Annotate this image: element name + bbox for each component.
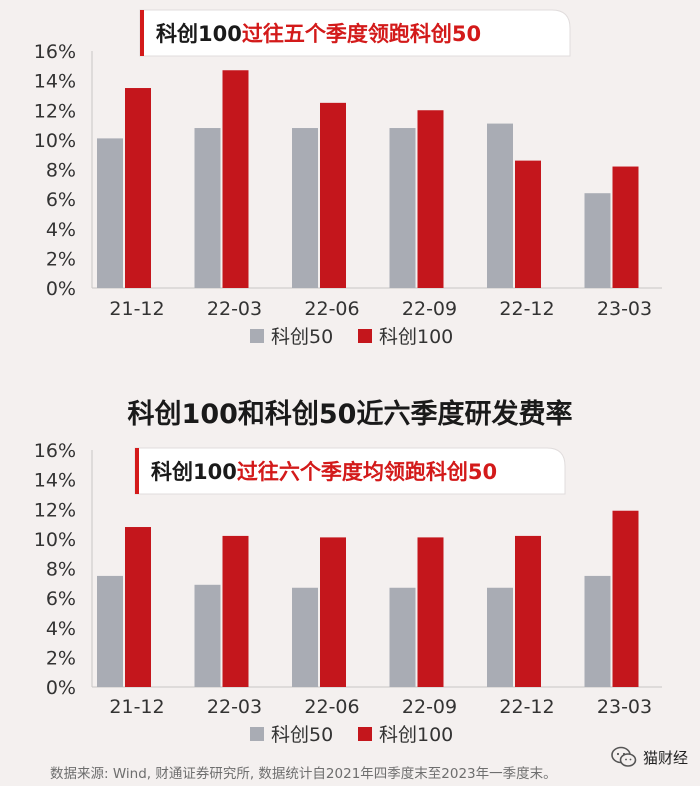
y-tick-label: 2% <box>46 248 76 270</box>
bar-kc100 <box>612 510 639 687</box>
y-tick-label: 14% <box>34 470 76 492</box>
brand: 猫财经 <box>611 746 688 768</box>
x-tick-label: 22-06 <box>304 298 359 320</box>
bar-kc100 <box>125 527 151 687</box>
bar-kc50 <box>97 575 123 687</box>
bar-kc100 <box>417 110 444 288</box>
bar-kc50 <box>292 587 318 687</box>
bar-kc50 <box>584 575 611 687</box>
wechat-icon <box>611 746 637 767</box>
bar-kc100 <box>515 535 541 687</box>
bar-kc100 <box>222 70 249 288</box>
banner-accent <box>140 10 144 56</box>
source-note: 数据来源: Wind, 财通证券研究所, 数据统计自2021年四季度末至2023… <box>50 766 557 782</box>
chart-top: 16% 14% 12% 10% 8% 6% 4% 2% 0% 21-12 22-03 22-06 22-… <box>34 9 662 348</box>
y-tick-label: 4% <box>46 219 76 241</box>
y-tick-label: 6% <box>46 189 76 211</box>
y-tick-label: 10% <box>34 130 76 152</box>
y-tick-label: 16% <box>34 41 76 63</box>
bar-kc100 <box>515 160 541 288</box>
x-tick-label: 22-12 <box>499 298 554 320</box>
legend-label: 科创100 <box>379 326 453 348</box>
x-tick-label: 22-03 <box>207 298 262 320</box>
x-tick-label: 22-03 <box>207 696 262 718</box>
bar-kc50 <box>97 138 123 288</box>
banner-box <box>134 447 566 495</box>
y-tick-label: 0% <box>46 677 76 699</box>
banner-prefix: 科创100 <box>156 22 242 46</box>
bar-kc50 <box>389 128 416 288</box>
bar-kc50 <box>194 584 221 687</box>
legend-label: 科创50 <box>271 724 333 746</box>
y-tick-label: 4% <box>46 618 76 640</box>
bar-kc100 <box>125 88 151 288</box>
y-tick-label: 16% <box>34 440 76 462</box>
y-tick-label: 12% <box>34 499 76 521</box>
bar-kc50 <box>487 123 513 288</box>
section-title: 科创100和科创50近六季度研发费率 <box>128 398 573 430</box>
x-tick-label: 23-03 <box>597 298 652 320</box>
x-tick-label: 21-12 <box>109 696 164 718</box>
brand-label: 猫财经 <box>642 748 688 767</box>
y-tick-label: 14% <box>34 71 76 93</box>
banner-text: 科创100过往六个季度均领跑科创50 <box>151 460 497 484</box>
bar-kc50 <box>389 587 416 687</box>
x-tick-label: 22-09 <box>402 696 457 718</box>
banner-box <box>139 9 571 57</box>
x-tick-label: 23-03 <box>597 696 652 718</box>
bar-kc100 <box>612 166 639 288</box>
y-tick-label: 2% <box>46 647 76 669</box>
y-tick-label: 8% <box>46 559 76 581</box>
bar-kc100 <box>320 537 346 687</box>
chart-bottom: 16% 14% 12% 10% 8% 6% 4% 2% 0% 21-12 22-03 22-06 22-… <box>34 440 662 746</box>
banner-prefix: 科创100 <box>151 460 237 484</box>
bar-kc50 <box>487 587 513 687</box>
banner-accent <box>135 448 139 494</box>
bar-kc100 <box>320 102 346 288</box>
bar-kc100 <box>222 535 249 687</box>
y-tick-label: 8% <box>46 160 76 182</box>
y-tick-label: 0% <box>46 278 76 300</box>
legend-swatch <box>250 329 264 343</box>
x-tick-label: 22-06 <box>304 696 359 718</box>
banner-suffix: 过往六个季度均领跑科创50 <box>237 460 497 484</box>
y-tick-label: 6% <box>46 588 76 610</box>
bar-kc50 <box>292 128 318 288</box>
bar-kc100 <box>417 537 444 687</box>
banner-suffix: 过往五个季度领跑科创50 <box>242 22 481 46</box>
x-tick-label: 21-12 <box>109 298 164 320</box>
legend-swatch <box>358 727 372 741</box>
legend-label: 科创50 <box>271 326 333 348</box>
x-tick-label: 22-12 <box>499 696 554 718</box>
legend-swatch <box>358 329 372 343</box>
bar-kc50 <box>194 128 221 288</box>
y-tick-label: 10% <box>34 529 76 551</box>
x-tick-label: 22-09 <box>402 298 457 320</box>
banner-text: 科创100过往五个季度领跑科创50 <box>156 22 481 46</box>
legend-swatch <box>250 727 264 741</box>
bar-kc50 <box>584 193 611 288</box>
legend-label: 科创100 <box>379 724 453 746</box>
y-tick-label: 12% <box>34 100 76 122</box>
